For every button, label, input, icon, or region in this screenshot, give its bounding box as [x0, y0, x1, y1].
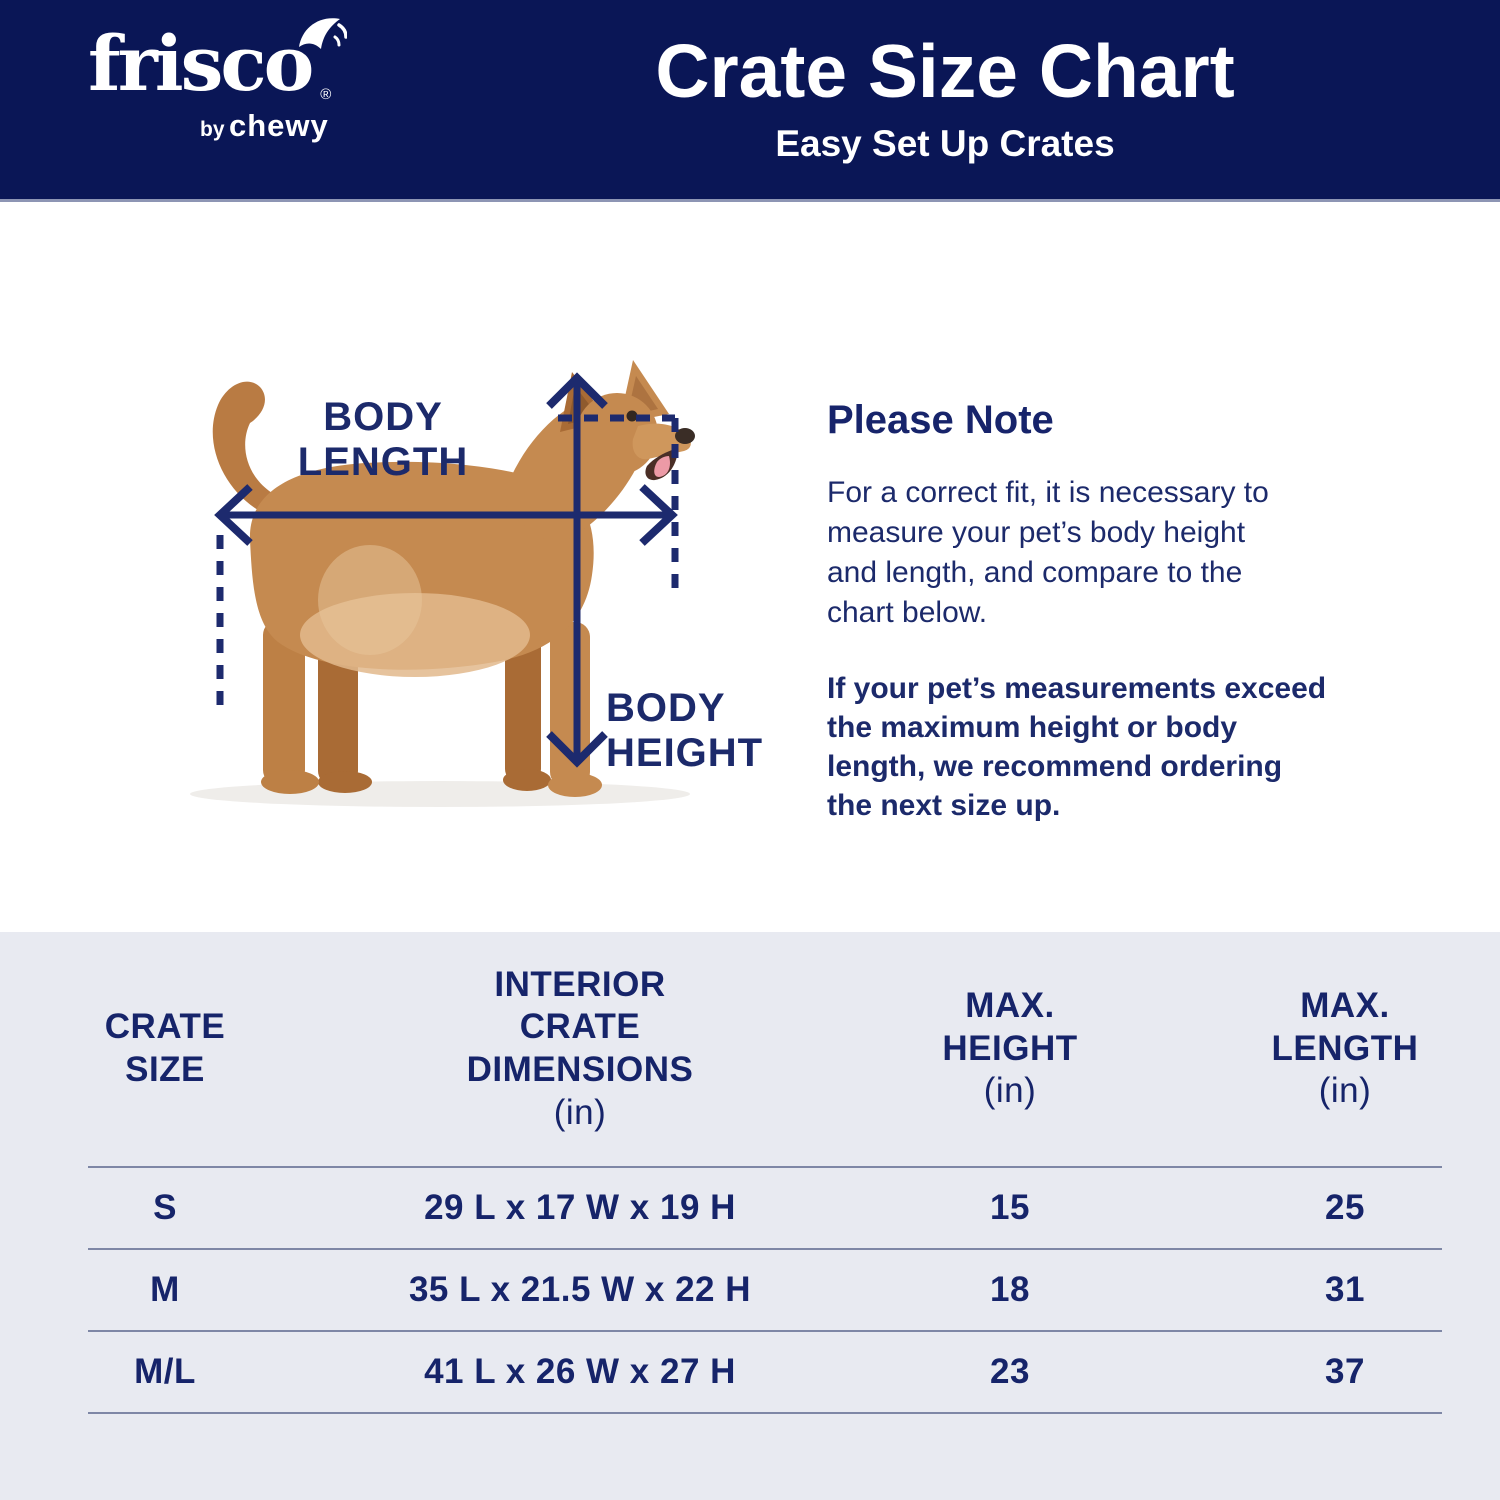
table-divider	[88, 1330, 1442, 1332]
note-body-line: chart below.	[827, 595, 988, 629]
note-body-line: and length, and compare to the	[827, 555, 1243, 589]
table-row-small: S 29 L x 17 W x 19 H 15 25	[0, 1168, 1500, 1248]
header-line: SIZE	[125, 1050, 205, 1089]
wagging-tail-icon	[299, 18, 348, 49]
note-emphasis-line: If your pet’s measurements exceed	[827, 671, 1327, 705]
title-block: Crate Size Chart Easy Set Up Crates	[655, 30, 1234, 165]
cell-dimensions: 29 L x 17 W x 19 H	[424, 1188, 736, 1227]
dog-diagram-svg	[190, 360, 695, 807]
note-emphasis-paragraph: If your pet’s measurements exceed the ma…	[827, 669, 1367, 825]
table-divider	[88, 1412, 1442, 1414]
cell-max-length: 25	[1325, 1188, 1365, 1227]
body-height-label: BODY HEIGHT	[606, 686, 763, 776]
header-line: CRATE	[519, 1007, 641, 1047]
table-divider	[88, 1248, 1442, 1250]
measurement-guide-section: BODY LENGTH BODY HEIGHT Please Note For …	[0, 202, 1500, 932]
header-unit: (in)	[983, 1071, 1037, 1111]
body-length-line2: LENGTH	[297, 440, 469, 484]
body-length-label: BODY LENGTH	[298, 395, 468, 485]
frisco-wordmark: frisco ®	[88, 18, 348, 102]
cell-max-height: 18	[990, 1270, 1030, 1309]
size-table-header-row: CRATE SIZE INTERIOR CRATE DIMENSIONS (in…	[0, 932, 1500, 1166]
size-table-section: CRATE SIZE INTERIOR CRATE DIMENSIONS (in…	[0, 932, 1500, 1500]
header-line: HEIGHT	[942, 1028, 1078, 1068]
cell-max-length: 37	[1325, 1352, 1365, 1391]
header-line: CRATE	[104, 1007, 226, 1047]
column-header-max-height: MAX. HEIGHT (in)	[830, 985, 1190, 1113]
cell-max-height: 23	[990, 1352, 1030, 1391]
column-header-interior-dimensions: INTERIOR CRATE DIMENSIONS (in)	[330, 964, 830, 1135]
by-chewy-byline: by chewy	[200, 108, 329, 144]
header-line: DIMENSIONS	[466, 1050, 694, 1089]
frisco-logo: frisco ® by chewy	[88, 18, 348, 144]
body-height-arrow-icon	[546, 372, 608, 768]
table-divider	[88, 1166, 1442, 1168]
header-line: MAX.	[965, 985, 1055, 1025]
byline-by-text: by	[200, 118, 225, 141]
please-note-block: Please Note For a correct fit, it is nec…	[827, 398, 1367, 825]
body-length-line1: BODY	[323, 395, 443, 440]
note-emphasis-line: the next size up.	[827, 788, 1061, 822]
note-body-line: For a correct fit, it is necessary to	[827, 476, 1269, 509]
header-unit: (in)	[553, 1092, 607, 1132]
table-row-medium: M 35 L x 21.5 W x 22 H 18 31	[0, 1250, 1500, 1330]
column-header-crate-size: CRATE SIZE	[0, 1006, 330, 1091]
header-line: LENGTH	[1271, 1028, 1419, 1068]
cell-dimensions: 41 L x 26 W x 27 H	[424, 1352, 736, 1391]
header-line: MAX.	[1300, 985, 1390, 1025]
body-height-line1: BODY	[606, 686, 726, 730]
table-row-medium-large: M/L 41 L x 26 W x 27 H 23 37	[0, 1332, 1500, 1412]
note-heading: Please Note	[827, 398, 1054, 442]
note-emphasis-line: length, we recommend ordering	[827, 749, 1283, 783]
column-header-max-length: MAX. LENGTH (in)	[1190, 985, 1500, 1113]
body-height-line2: HEIGHT	[606, 730, 764, 775]
dog-measurement-diagram: BODY LENGTH BODY HEIGHT	[120, 330, 820, 820]
page-title: Crate Size Chart	[655, 29, 1235, 113]
cell-crate-size: M/L	[134, 1352, 196, 1391]
note-body-paragraph: For a correct fit, it is necessary to me…	[827, 473, 1367, 633]
chewy-wordmark: chewy	[228, 108, 329, 143]
dashed-guide-lines	[216, 414, 679, 715]
cell-dimensions: 35 L x 21.5 W x 22 H	[408, 1270, 752, 1309]
cell-crate-size: M	[150, 1270, 180, 1309]
cell-max-height: 15	[990, 1188, 1030, 1227]
header-banner: frisco ® by chewy Crate Size Chart Easy …	[0, 0, 1500, 202]
note-body-line: measure your pet’s body height	[827, 515, 1246, 549]
cell-crate-size: S	[153, 1188, 177, 1227]
cell-max-length: 31	[1325, 1270, 1365, 1309]
header-unit: (in)	[1318, 1071, 1372, 1111]
note-emphasis-line: the maximum height or body	[827, 710, 1238, 744]
page-subtitle: Easy Set Up Crates	[775, 122, 1115, 164]
brand-text: frisco	[88, 19, 314, 108]
header-line: INTERIOR	[494, 964, 666, 1004]
body-length-arrow-icon	[214, 484, 678, 546]
registered-mark: ®	[320, 86, 332, 103]
